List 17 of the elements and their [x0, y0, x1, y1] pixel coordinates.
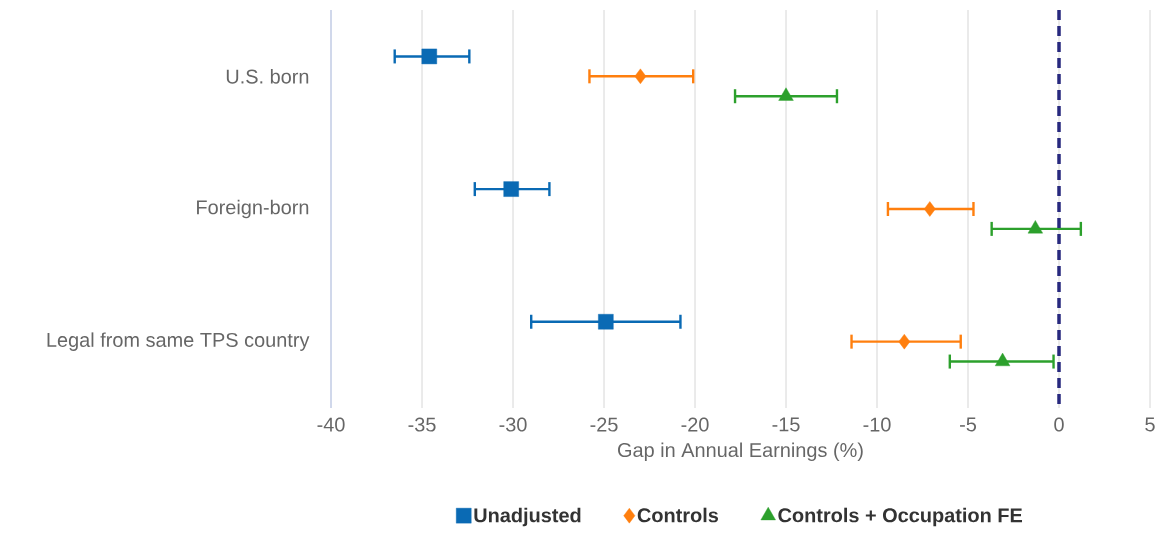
legend-label: Unadjusted — [474, 507, 581, 527]
x-axis-title: Gap in Annual Earnings (%) — [618, 442, 863, 462]
x-tick-label: 0 — [1054, 417, 1064, 432]
x-tick-label: 5 — [1145, 417, 1155, 432]
x-tick-label: -30 — [499, 417, 527, 432]
x-tick-label: -35 — [408, 417, 436, 432]
legend-label: Controls — [637, 507, 719, 523]
x-tick-label: -20 — [681, 417, 709, 432]
y-tick-label: U.S. born — [226, 69, 309, 84]
x-tick-label: -10 — [863, 417, 891, 432]
y-tick-label: Legal from same TPS country — [47, 332, 310, 351]
legend-label: Controls + Occupation FE — [778, 507, 1023, 527]
x-tick-label: -15 — [772, 417, 800, 432]
y-tick-label: Foreign-born — [197, 199, 309, 219]
x-tick-label: -40 — [317, 417, 345, 432]
x-tick-label: -25 — [590, 417, 618, 432]
x-tick-label: -5 — [960, 417, 977, 432]
